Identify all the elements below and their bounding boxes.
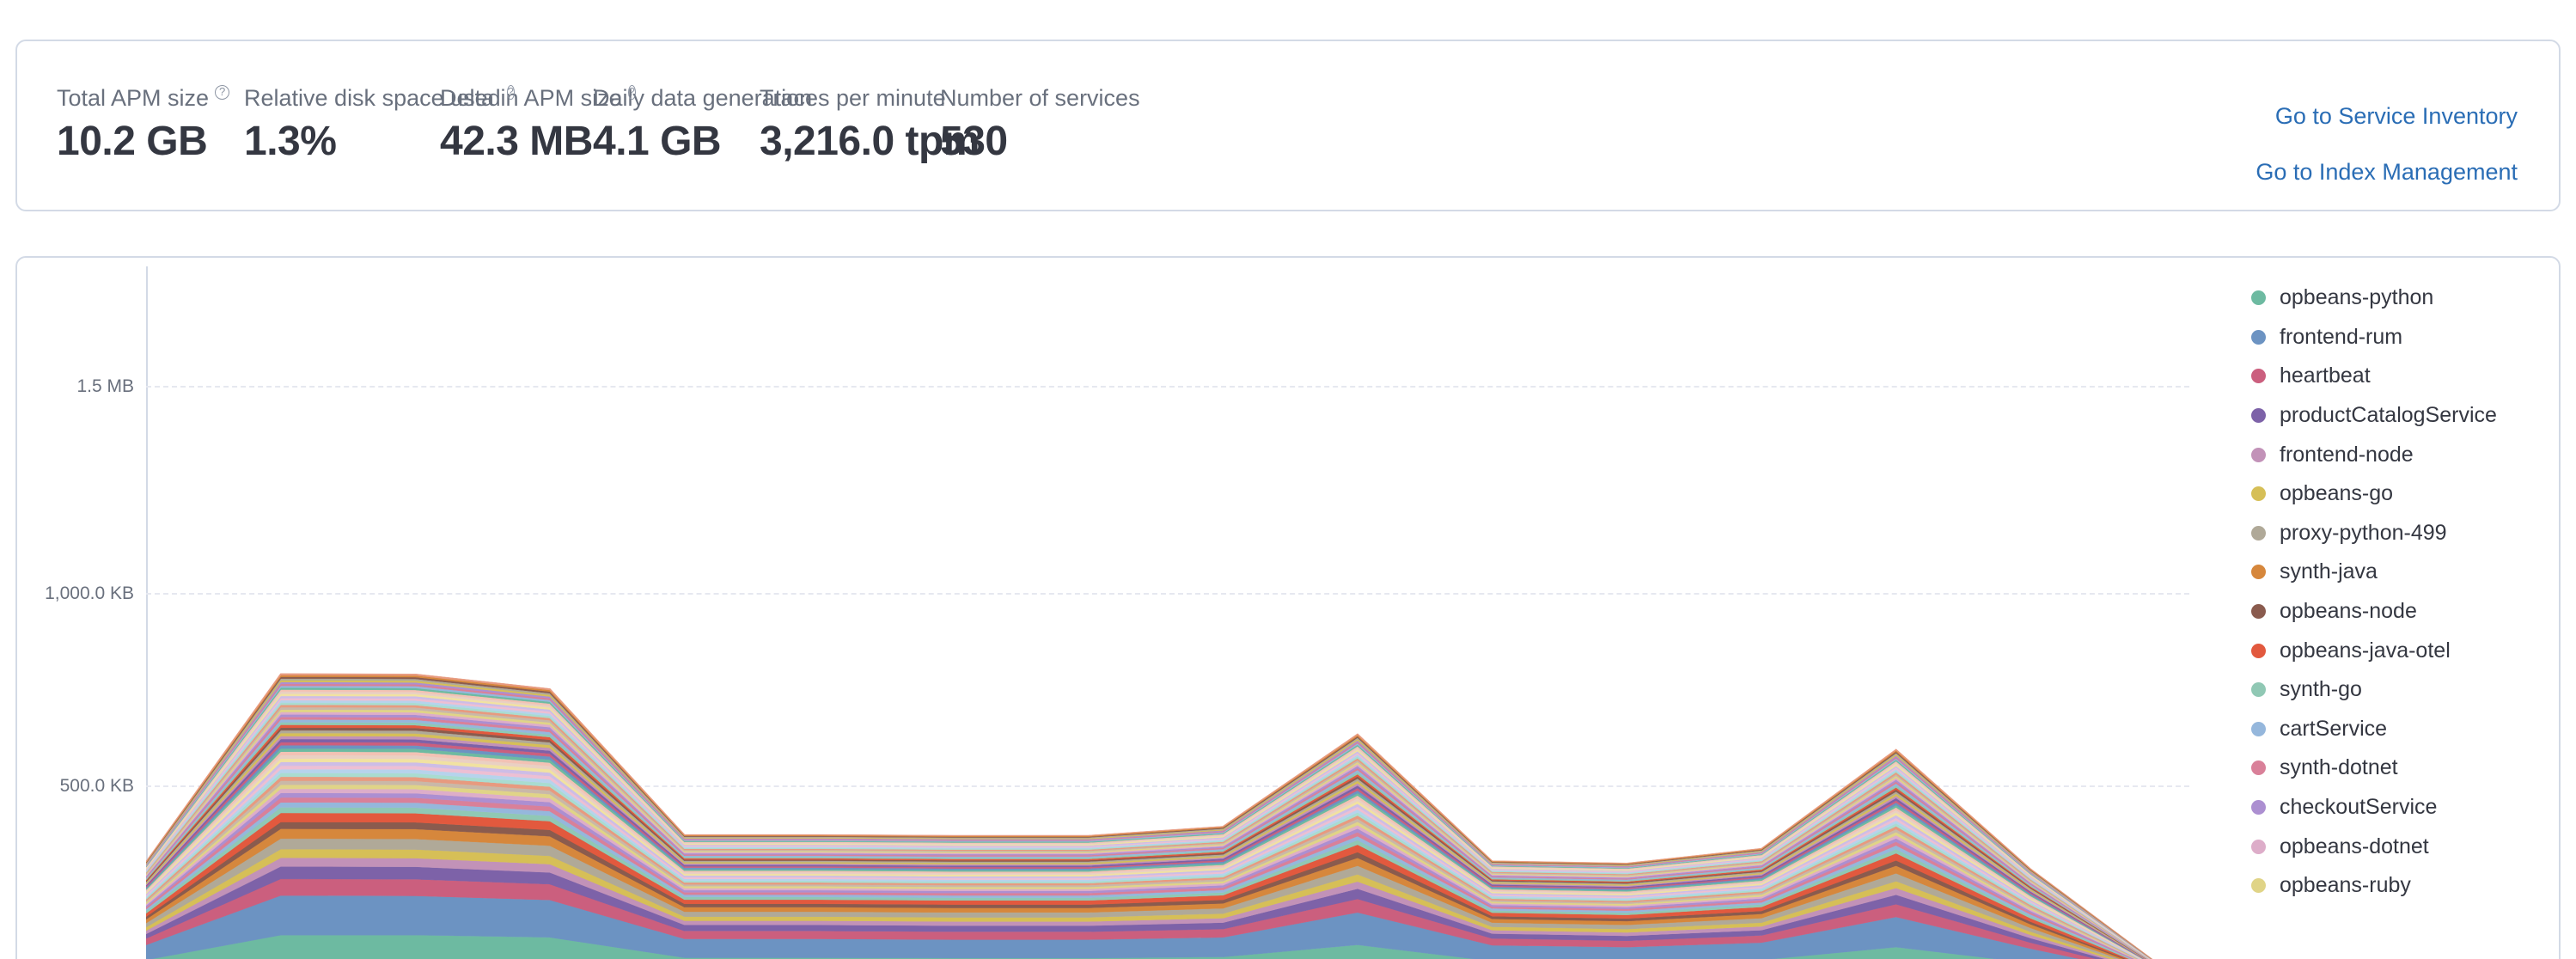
- stat-value: 3,216.0 tpm: [760, 119, 980, 164]
- stat-label-text: Relative disk space used: [244, 85, 501, 111]
- stat-value: 1.3%: [244, 119, 337, 164]
- legend-item-label: productCatalogService: [2280, 403, 2497, 428]
- legend-item[interactable]: checkoutService: [2251, 788, 2535, 828]
- legend-item-label: opbeans-dotnet: [2280, 834, 2429, 858]
- legend-item[interactable]: heartbeat: [2251, 357, 2535, 396]
- legend-color-dot-icon: [2251, 604, 2266, 620]
- stat-number-of-services: Number of services 530: [940, 84, 1140, 167]
- legend-item[interactable]: synth-go: [2251, 670, 2535, 710]
- stat-label-text: Traces per minute: [760, 85, 946, 111]
- legend-item-label: opbeans-python: [2280, 285, 2434, 310]
- legend-item-label: proxy-python-499: [2280, 520, 2447, 545]
- question-circle-icon[interactable]: ?: [506, 85, 515, 100]
- area-series[interactable]: [146, 673, 2165, 959]
- legend-color-dot-icon: [2251, 329, 2266, 345]
- stat-label: Relative disk space used?: [244, 84, 515, 112]
- legend-color-dot-icon: [2251, 682, 2266, 698]
- stat-relative-disk-space-used: Relative disk space used? 1.3%: [244, 84, 515, 167]
- legend-item-label: heartbeat: [2280, 363, 2371, 388]
- y-axis-tick-label: 1.5 MB: [76, 376, 134, 396]
- legend-item[interactable]: synth-java: [2251, 553, 2535, 592]
- legend-color-dot-icon: [2251, 408, 2266, 424]
- stat-daily-data-generation: Daily data generation 4.1 GB: [593, 84, 812, 167]
- legend-item[interactable]: productCatalogService: [2251, 396, 2535, 436]
- legend-item[interactable]: frontend-rum: [2251, 318, 2535, 357]
- legend-item-label: cartService: [2280, 716, 2388, 741]
- link-go-to-index-management[interactable]: Go to Index Management: [2256, 159, 2518, 185]
- stacked-area-chart[interactable]: [146, 282, 2165, 959]
- legend-color-dot-icon: [2251, 839, 2266, 854]
- question-circle-icon[interactable]: ?: [627, 85, 636, 100]
- legend-item[interactable]: opbeans-node: [2251, 592, 2535, 632]
- legend-color-dot-icon: [2251, 525, 2266, 541]
- legend-item-label: opbeans-java-otel: [2280, 638, 2451, 663]
- legend-color-dot-icon: [2251, 760, 2266, 776]
- legend-item[interactable]: opbeans-java-otel: [2251, 631, 2535, 670]
- gridline: [146, 785, 2189, 788]
- stat-label: Daily data generation: [593, 84, 812, 112]
- legend-item[interactable]: opbeans-python: [2251, 278, 2535, 318]
- stat-label: Total APM size?: [57, 84, 244, 112]
- legend-item-label: frontend-rum: [2280, 324, 2403, 349]
- stat-value: 42.3 MB: [440, 119, 593, 164]
- stat-label: Delta in APM size?: [440, 84, 636, 112]
- legend-item[interactable]: opbeans-ruby: [2251, 866, 2535, 906]
- stat-total-apm-size: Total APM size? 10.2 GB: [57, 84, 244, 167]
- stat-value: 10.2 GB: [57, 119, 208, 164]
- legend-color-dot-icon: [2251, 447, 2266, 462]
- stat-label-text: Delta in APM size: [440, 85, 622, 111]
- stat-label: Number of services: [940, 84, 1140, 112]
- legend-color-dot-icon: [2251, 290, 2266, 306]
- legend-color-dot-icon: [2251, 369, 2266, 384]
- stat-value: 530: [940, 119, 1008, 164]
- legend-item-label: synth-dotnet: [2280, 755, 2398, 780]
- stat-value: 4.1 GB: [593, 119, 722, 164]
- legend-item-label: opbeans-go: [2280, 481, 2394, 506]
- legend-color-dot-icon: [2251, 643, 2266, 658]
- legend-item-label: checkoutService: [2280, 795, 2438, 820]
- link-go-to-service-inventory[interactable]: Go to Service Inventory: [2274, 103, 2518, 129]
- chart-legend[interactable]: opbeans-python frontend-rum heartbeat produ…: [2251, 278, 2535, 959]
- summary-stats-panel: Total APM size? 10.2 GB Relative disk spac…: [15, 40, 2561, 211]
- stat-label-text: Number of services: [940, 85, 1140, 111]
- legend-item-label: synth-go: [2280, 677, 2362, 702]
- y-axis-line: [146, 266, 148, 959]
- storage-chart-panel: 0.0 B500.0 KB1,000.0 KB1.5 MB 16:17:0016…: [15, 256, 2561, 959]
- legend-color-dot-icon: [2251, 721, 2266, 736]
- legend-item[interactable]: proxy-python-499: [2251, 514, 2535, 553]
- gridline: [146, 385, 2189, 388]
- gridline: [146, 592, 2189, 595]
- legend-color-dot-icon: [2251, 486, 2266, 502]
- stat-delta-in-apm-size: Delta in APM size? 42.3 MB: [440, 84, 636, 167]
- legend-item-label: opbeans-ruby: [2280, 873, 2411, 898]
- legend-color-dot-icon: [2251, 878, 2266, 894]
- stat-label-text: Total APM size: [57, 85, 210, 111]
- legend-item[interactable]: cartService: [2251, 710, 2535, 749]
- stat-traces-per-minute: Traces per minute 3,216.0 tpm: [760, 84, 980, 167]
- stat-label: Traces per minute: [760, 84, 946, 112]
- legend-list: opbeans-python frontend-rum heartbeat produ…: [2251, 278, 2535, 906]
- summary-stats-row: Total APM size? 10.2 GB Relative disk spac…: [57, 84, 1140, 167]
- legend-item[interactable]: opbeans-go: [2251, 474, 2535, 514]
- legend-item-label: frontend-node: [2280, 442, 2414, 467]
- y-axis-tick-label: 1,000.0 KB: [45, 583, 134, 603]
- legend-color-dot-icon: [2251, 800, 2266, 815]
- legend-item[interactable]: synth-dotnet: [2251, 748, 2535, 788]
- legend-item-label: synth-java: [2280, 559, 2378, 584]
- legend-item-label: opbeans-node: [2280, 599, 2417, 624]
- y-axis-tick-label: 500.0 KB: [59, 776, 134, 797]
- chart-wrapper: 0.0 B500.0 KB1,000.0 KB1.5 MB 16:17:0016…: [17, 258, 2562, 959]
- legend-color-dot-icon: [2251, 565, 2266, 580]
- legend-item[interactable]: opbeans-dotnet: [2251, 827, 2535, 866]
- legend-item[interactable]: frontend-node: [2251, 435, 2535, 474]
- chart-plot-area: 0.0 B500.0 KB1,000.0 KB1.5 MB 16:17:0016…: [45, 266, 2189, 959]
- question-circle-icon[interactable]: ?: [215, 85, 230, 100]
- quick-links: Go to Service Inventory Go to Index Manag…: [2256, 103, 2518, 186]
